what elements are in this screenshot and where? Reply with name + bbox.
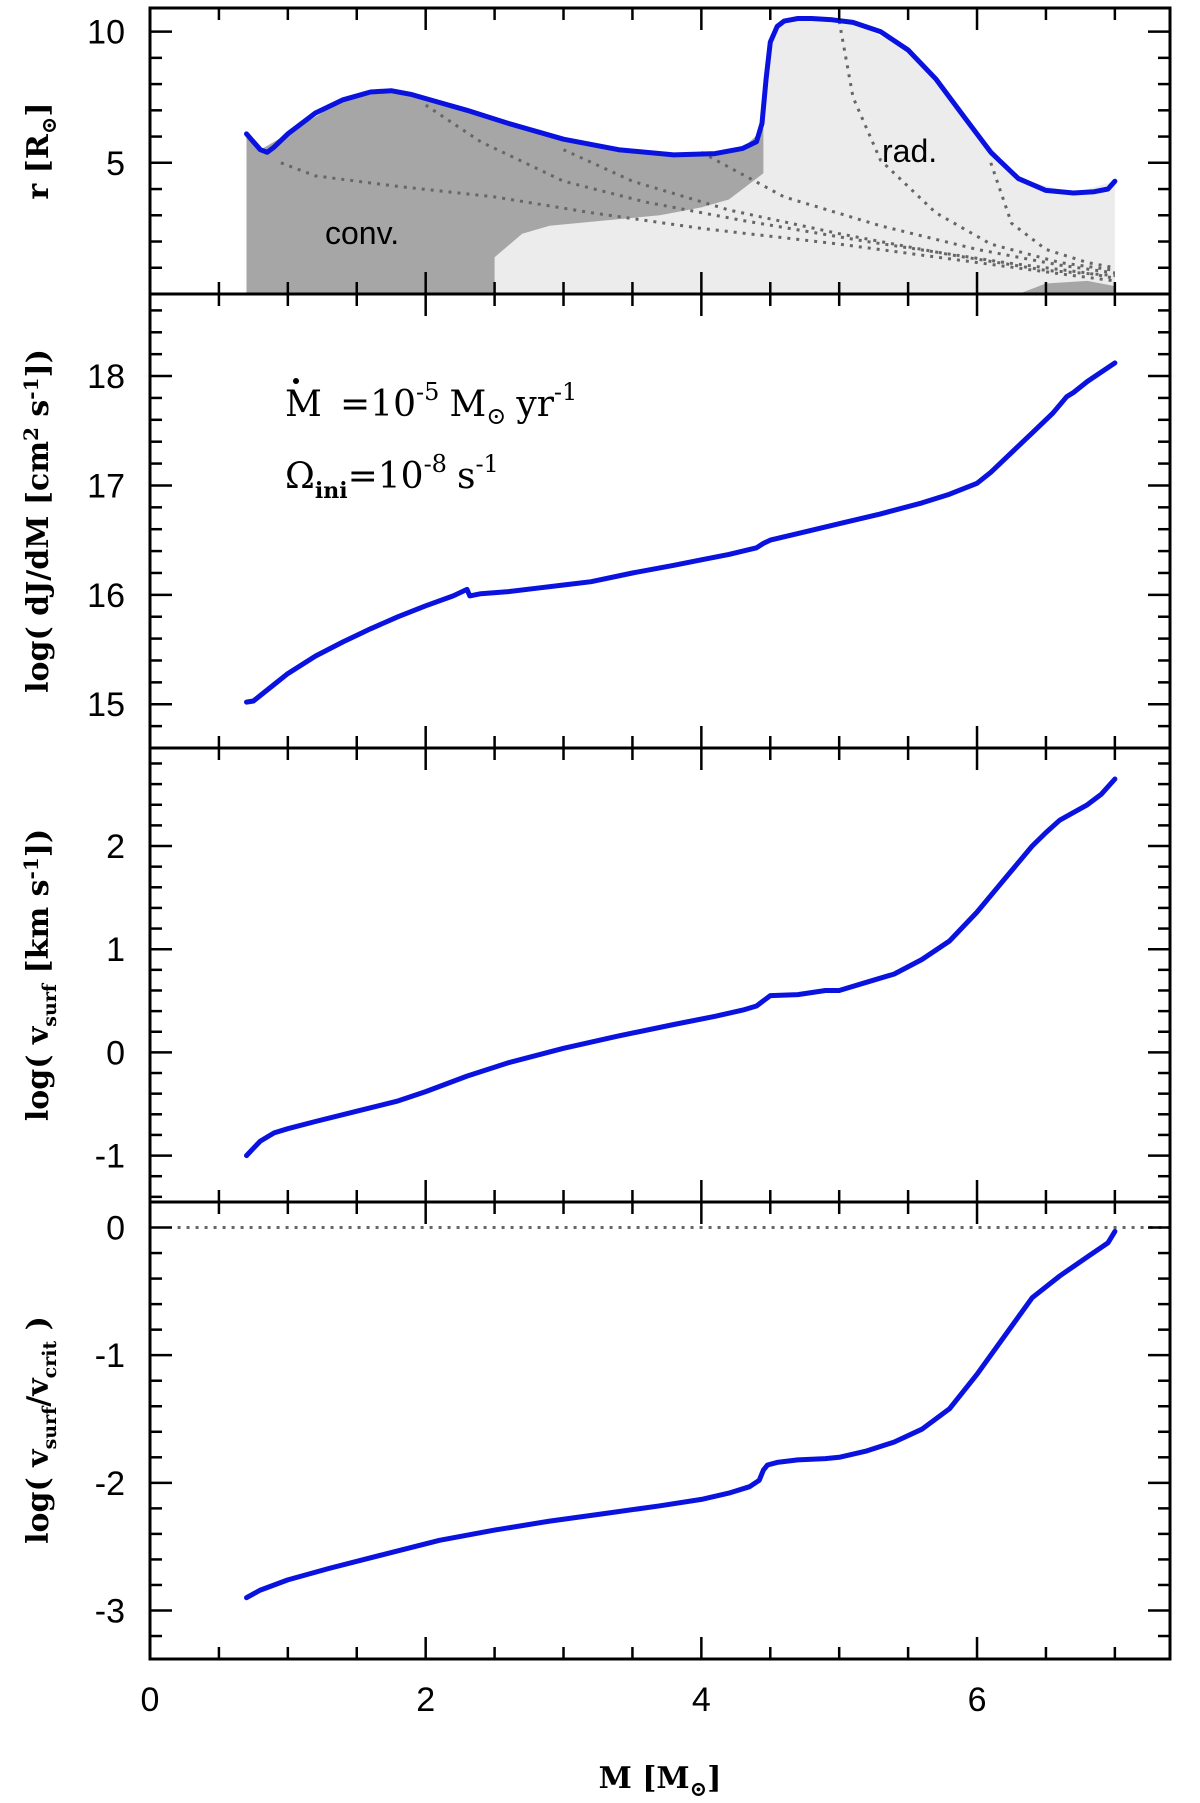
x-tick-label: 6: [968, 1681, 987, 1719]
radius-panel: 5 10 conv. rad. r [R⊙]: [21, 6, 1172, 296]
critical-ratio-plot-area: [177, 1226, 1170, 1601]
y-tick-label: 18: [87, 358, 125, 396]
radiative-region-label: rad.: [882, 133, 937, 169]
y-tick-label: -1: [95, 1138, 125, 1176]
y-tick-label: 17: [87, 467, 125, 505]
y-tick-label: 5: [106, 145, 125, 183]
surface-velocity-frame: [148, 746, 1172, 1204]
surface-velocity-axis-label: log( vsurf [km s-1]): [19, 829, 61, 1121]
angular-momentum-panel: 15 16 17 18 log( dJ/dM [cm2 s-1]) M =10-5 M⊙…: [19, 292, 1172, 750]
y-tick-label: -1: [95, 1337, 125, 1375]
svg-text:Ωini=10-8s-1: Ωini=10-8 s-1: [285, 450, 499, 504]
critical-ratio-curve: [244, 1228, 1118, 1601]
surface-velocity-panel: -1 0 1 2 log( vsurf [km s-1]): [19, 746, 1172, 1204]
y-tick-label: 16: [87, 577, 125, 615]
x-tick-label: 0: [141, 1681, 160, 1719]
critical-ratio-panel: 0 2 4 6 -3 -2 -1 0 log( vsurf/vcrit ) M [M⊙]: [21, 1200, 1172, 1801]
surface-velocity-ticks: -1 0 1 2: [95, 748, 1170, 1202]
angular-momentum-curve: [244, 360, 1118, 705]
inner-convective-core: [1018, 280, 1115, 294]
y-tick-label: 0: [106, 1034, 125, 1072]
critical-ratio-axis-label: log( vsurf/vcrit ): [21, 1316, 61, 1544]
surface-velocity-plot-area: [244, 776, 1118, 1159]
y-tick-label: 1: [106, 931, 125, 969]
convective-region-label: conv.: [325, 215, 399, 251]
mass-shell-line-4: [700, 150, 1116, 275]
y-tick-label: -3: [95, 1592, 125, 1630]
critical-ratio-ticks: 0 2 4 6 -3 -2 -1 0: [95, 1202, 1170, 1719]
surface-radius-curve: [244, 16, 1118, 196]
y-tick-label: 2: [106, 828, 125, 866]
mass-shell-line-3: [562, 148, 1116, 278]
y-tick-label: 0: [106, 1210, 125, 1248]
radiative-region: [494, 18, 1115, 294]
mdot-symbol: M: [285, 384, 322, 425]
surface-velocity-curve: [244, 776, 1118, 1159]
angular-momentum-axis-label: log( dJ/dM [cm2 s-1]): [19, 349, 56, 693]
x-tick-label: 2: [416, 1681, 435, 1719]
svg-text:=10-5M⊙yr-1: =10-5 M⊙ yr-1: [340, 378, 577, 430]
angular-momentum-plot-area: [244, 360, 1118, 705]
radius-plot-area: [244, 16, 1118, 294]
mass-axis-label: M [M⊙]: [599, 1761, 722, 1801]
initial-rotation-annotation: Ωini=10-8 s-1: [285, 450, 499, 504]
critical-ratio-frame: [148, 1200, 1172, 1661]
x-tick-label: 4: [692, 1681, 711, 1719]
y-tick-label: 15: [87, 686, 125, 724]
mass-shell-line-1: [280, 161, 1116, 283]
convective-region: [246, 90, 764, 294]
svg-text:M: M: [285, 384, 322, 425]
y-tick-label: 10: [87, 14, 125, 52]
y-tick-label: -2: [95, 1465, 125, 1503]
mdot-dot: [293, 378, 299, 384]
radius-ticks: 5 10: [87, 8, 1170, 294]
angular-momentum-ticks: 15 16 17 18: [87, 294, 1170, 748]
angular-momentum-frame: [148, 292, 1172, 750]
mass-loss-rate-annotation: M =10-5 M⊙ yr-1: [285, 378, 577, 430]
radius-axis-label: r [R⊙]: [21, 102, 61, 199]
